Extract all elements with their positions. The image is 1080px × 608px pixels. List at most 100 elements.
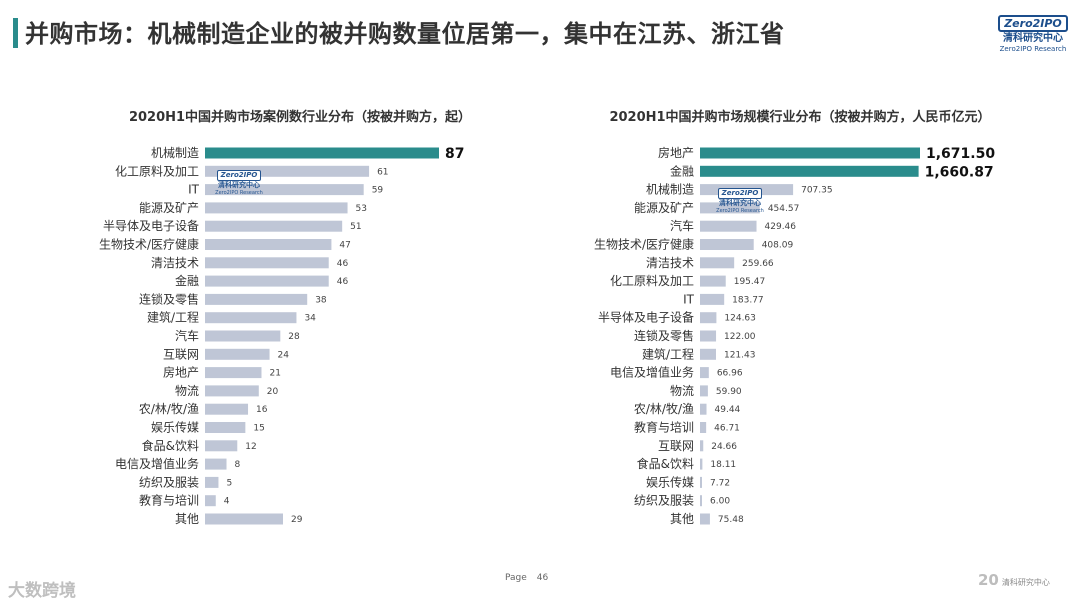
case-count-value-label: 8 [235, 460, 241, 470]
deal-size-value-label: 75.48 [718, 515, 744, 525]
case-count-value-label: 59 [372, 186, 384, 196]
deal-size-bar [700, 440, 704, 452]
deal-size-value-label: 183.77 [732, 295, 764, 305]
case-count-bar [205, 202, 348, 214]
page-label: Page [505, 573, 527, 583]
page-number: Page 46 [505, 573, 548, 583]
logo-badge: Zero2IPO [998, 15, 1068, 32]
deal-size-category-label: 娱乐传媒 [646, 474, 694, 489]
case-count-bar [205, 513, 283, 525]
watermark-badge: Zero2IPO [216, 170, 262, 181]
case-count-value-label: 16 [256, 405, 268, 415]
watermark-en: Zero2IPO Research [716, 208, 764, 214]
case-count-value-label: 12 [245, 442, 256, 452]
case-count-bar [205, 312, 297, 324]
case-count-category-label: 其他 [175, 512, 199, 526]
deal-size-category-label: 教育与培训 [634, 420, 694, 435]
footer-mark: 20 [978, 571, 999, 589]
case-count-bar [205, 147, 439, 159]
watermark-cn: 清科研究中心 [719, 199, 761, 207]
deal-size-category-label: 物流 [670, 384, 694, 398]
case-count-category-label: 连锁及零售 [139, 291, 199, 306]
deal-size-category-label: 连锁及零售 [634, 328, 694, 343]
watermark-right: Zero2IPO 清科研究中心 Zero2IPO Research [712, 180, 768, 214]
left-chart-title: 2020H1中国并购市场案例数行业分布（按被并购方，起） [128, 110, 472, 125]
deal-size-value-label: 707.35 [801, 186, 833, 196]
case-count-category-label: 农/林/牧/渔 [139, 402, 199, 416]
deal-size-value-label: 124.63 [724, 314, 756, 324]
case-count-bar-chart: 机械制造 87 化工原料及加工 61 IT 59 能源及矿产 53 半导体及电子设备 51 生物技术… [99, 145, 465, 526]
case-count-bar [205, 330, 281, 342]
case-count-bar [205, 440, 238, 452]
case-count-bar [205, 495, 216, 507]
deal-size-bar [700, 476, 702, 488]
footer-brand-left: 大数跨境 [8, 581, 76, 601]
deal-size-category-label: IT [683, 292, 695, 306]
deal-size-category-label: 农/林/牧/渔 [634, 402, 694, 416]
deal-size-bar-chart: 房地产 1,671.50 金融 1,660.87 机械制造 707.35 能源及矿产 454.… [594, 145, 995, 526]
case-count-bar [205, 220, 343, 232]
deal-size-bar [700, 367, 709, 379]
deal-size-bar [700, 385, 708, 397]
deal-size-category-label: 建筑/工程 [642, 346, 694, 361]
deal-size-bar [700, 513, 710, 525]
case-count-bar [205, 239, 332, 250]
case-count-value-label: 5 [226, 478, 232, 488]
case-count-value-label: 38 [315, 295, 327, 305]
deal-size-bar [700, 202, 760, 214]
deal-size-category-label: 机械制造 [646, 182, 694, 197]
case-count-value-label: 28 [288, 332, 300, 342]
case-count-category-label: 金融 [175, 273, 199, 288]
case-count-value-label: 34 [304, 314, 316, 324]
deal-size-bar [700, 458, 703, 470]
case-count-bar [205, 184, 364, 196]
case-count-category-label: 纺织及服装 [139, 475, 199, 489]
zero2ipo-logo: Zero2IPO 清科研究中心 Zero2IPO Research [998, 12, 1068, 56]
case-count-value-label: 21 [269, 369, 280, 379]
deal-size-category-label: 电信及增值业务 [610, 365, 694, 380]
case-count-value-label: 24 [278, 350, 290, 360]
case-count-category-label: 电信及增值业务 [115, 456, 199, 471]
deal-size-value-label: 49.44 [715, 405, 741, 415]
case-count-category-label: 房地产 [163, 365, 199, 380]
deal-size-category-label: 其他 [670, 512, 694, 526]
deal-size-bar [700, 257, 735, 269]
case-count-value-label: 29 [291, 515, 303, 525]
case-count-bar [205, 165, 370, 177]
case-count-category-label: 教育与培训 [139, 493, 199, 508]
deal-size-value-label: 6.00 [710, 497, 730, 507]
deal-size-value-label: 24.66 [711, 442, 737, 452]
case-count-bar [205, 385, 259, 397]
logo-en-text: Zero2IPO Research [999, 45, 1067, 53]
deal-size-value-label: 59.90 [716, 387, 742, 397]
case-count-category-label: 清洁技术 [151, 256, 199, 270]
deal-size-bar [700, 312, 717, 324]
deal-size-bar [700, 220, 757, 232]
page-title: 并购市场：机械制造企业的被并购数量位居第一，集中在江苏、浙江省 [25, 20, 785, 48]
case-count-bar [205, 275, 329, 287]
case-count-category-label: 物流 [175, 384, 199, 398]
deal-size-bar [700, 293, 725, 305]
footer-brand-right: 20 清科研究中心 [978, 571, 1050, 589]
deal-size-value-label: 1,671.50 [926, 146, 995, 162]
case-count-bar [205, 458, 227, 470]
watermark-left: Zero2IPO 清科研究中心 Zero2IPO Research [213, 162, 265, 196]
case-count-bar [205, 257, 329, 269]
case-count-category-label: 化工原料及加工 [115, 164, 199, 178]
deal-size-value-label: 259.66 [742, 259, 774, 269]
watermark-cn: 清科研究中心 [218, 181, 260, 189]
deal-size-category-label: 汽车 [670, 218, 694, 233]
deal-size-category-label: 清洁技术 [646, 256, 694, 270]
deal-size-value-label: 46.71 [714, 424, 740, 434]
case-count-bar [205, 422, 246, 433]
deal-size-category-label: 互联网 [658, 439, 694, 453]
deal-size-value-label: 195.47 [734, 277, 766, 287]
deal-size-value-label: 18.11 [710, 460, 736, 470]
case-count-value-label: 15 [253, 424, 264, 434]
deal-size-bar [700, 495, 702, 507]
case-count-category-label: 半导体及电子设备 [103, 219, 199, 233]
case-count-bar [205, 403, 249, 415]
deal-size-value-label: 408.09 [762, 241, 794, 251]
case-count-bar [205, 367, 262, 379]
case-count-bar [205, 293, 308, 305]
